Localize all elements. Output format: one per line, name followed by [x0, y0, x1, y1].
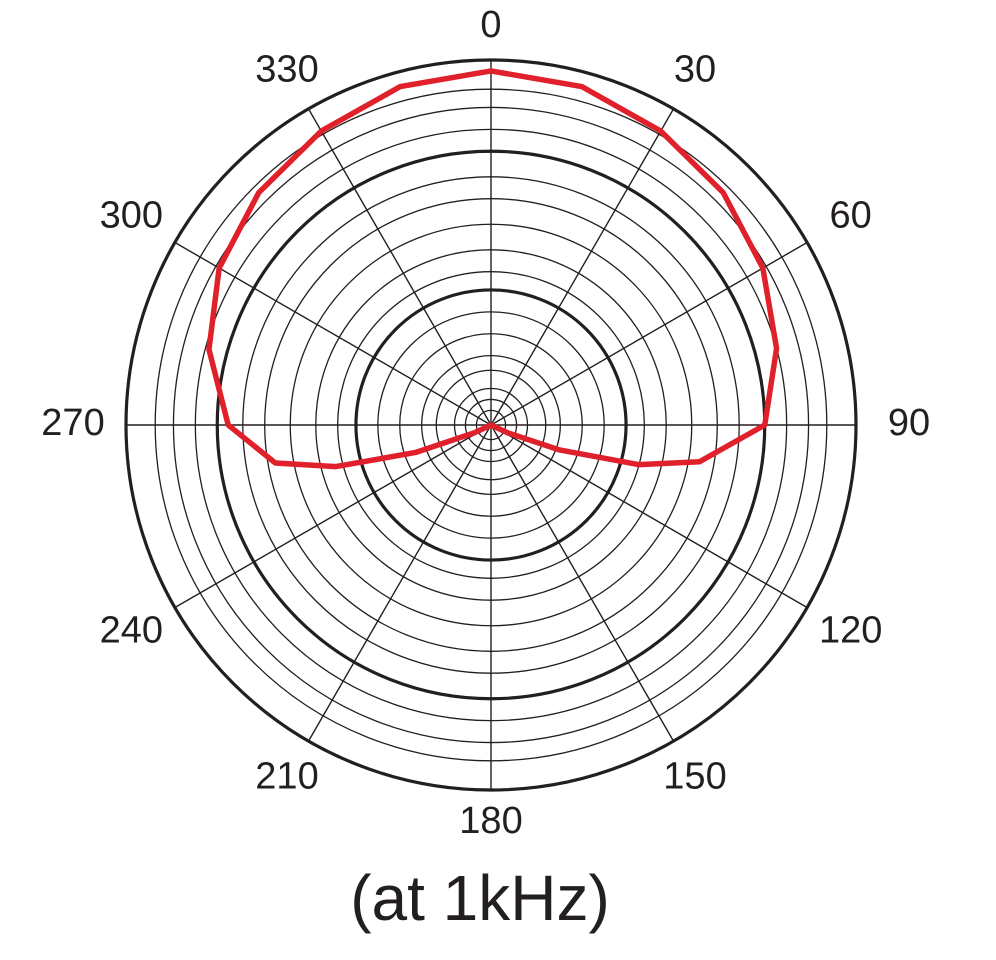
angle-label: 150 [663, 755, 726, 797]
spoke [490, 241, 808, 426]
spoke [490, 108, 675, 426]
angle-label: 30 [674, 49, 716, 91]
angle-label: 180 [459, 800, 522, 842]
angle-label: 120 [819, 610, 882, 652]
angle-label: 270 [41, 402, 104, 444]
angle-label: 330 [255, 49, 318, 91]
spoke [490, 424, 808, 609]
angle-label: 210 [255, 755, 318, 797]
spoke [307, 424, 492, 742]
angle-label: 240 [100, 610, 163, 652]
spoke [174, 424, 492, 609]
angle-label: 60 [830, 194, 872, 236]
plot-area [206, 68, 780, 470]
spoke [174, 241, 492, 426]
pattern-curve [206, 68, 780, 470]
angle-label: 300 [100, 194, 163, 236]
angle-label: 90 [888, 402, 930, 444]
angle-label: 0 [480, 4, 501, 46]
spoke [490, 424, 675, 742]
spoke [307, 108, 492, 426]
chart-title: (at 1kHz) [350, 862, 610, 934]
